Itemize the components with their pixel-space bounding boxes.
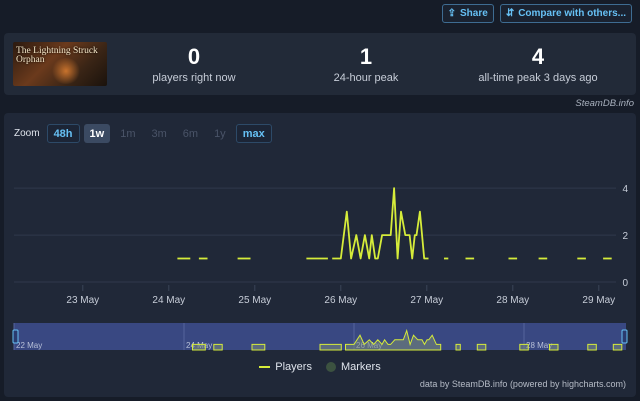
- share-button[interactable]: ⇪ Share: [441, 4, 494, 23]
- x-tick-label: 24 May: [152, 295, 185, 306]
- share-label: Share: [460, 8, 488, 19]
- navigator-series-area: [192, 343, 206, 351]
- stat-value: 0: [187, 44, 201, 69]
- zoom-1w-button[interactable]: 1w: [83, 124, 111, 143]
- stat-all-time-peak: 4 all-time peak 3 days ago: [463, 44, 613, 85]
- navigator-series-area: [455, 343, 461, 351]
- legend-markers-label: Markers: [340, 361, 381, 373]
- x-tick-label: 27 May: [410, 295, 443, 306]
- compare-label: Compare with others...: [518, 8, 626, 19]
- navigator-handle-left[interactable]: [12, 329, 19, 344]
- stats-panel: The Lightning Struck Orphan 0 players ri…: [4, 33, 636, 95]
- x-tick-label: 28 May: [496, 295, 529, 306]
- markers-swatch: [325, 362, 336, 372]
- y-tick-label: 4: [622, 184, 628, 195]
- y-tick-label: 2: [622, 231, 628, 242]
- stat-value: 1: [359, 44, 373, 69]
- stat-24h-peak: 1 24-hour peak: [291, 44, 441, 85]
- stat-players-now: 0 players right now: [119, 44, 269, 85]
- chart-legend: Players Markers: [4, 361, 636, 373]
- share-icon: ⇪: [447, 8, 457, 19]
- steamdb-credit: SteamDB.info: [575, 98, 634, 109]
- navigator-tick-label: 22 May: [16, 341, 42, 350]
- thumbnail-glow: [51, 58, 81, 84]
- legend-players-label: Players: [275, 361, 312, 373]
- legend-item-players[interactable]: Players: [259, 361, 312, 373]
- stat-label: all-time peak 3 days ago: [478, 72, 598, 84]
- navigator-series-area: [251, 343, 266, 351]
- x-tick-label: 23 May: [66, 295, 99, 306]
- zoom-1m-button: 1m: [120, 127, 136, 140]
- y-tick-label: 0: [622, 278, 628, 289]
- x-tick-label: 26 May: [324, 295, 357, 306]
- legend-item-markers[interactable]: Markers: [325, 361, 381, 373]
- zoom-3m-button: 3m: [151, 127, 167, 140]
- zoom-48h-button[interactable]: 48h: [46, 124, 80, 143]
- navigator-series-area: [476, 343, 487, 351]
- zoom-max-button[interactable]: max: [235, 124, 272, 143]
- navigator-series-area: [319, 343, 342, 351]
- zoom-controls: Zoom 48h 1w 1m 3m 6m 1y max: [14, 124, 272, 143]
- x-tick-label: 29 May: [582, 295, 615, 306]
- chart-footer: data by SteamDB.info (powered by highcha…: [419, 379, 626, 389]
- players-series-line: [332, 187, 429, 260]
- game-thumbnail[interactable]: The Lightning Struck Orphan: [13, 42, 107, 86]
- navigator-series-area: [519, 343, 529, 351]
- compare-icon: ⇵: [505, 8, 515, 19]
- navigator-series-area: [587, 343, 597, 351]
- navigator-handle-right[interactable]: [621, 329, 628, 344]
- player-chart[interactable]: 0 2 4 23 May 24 May 25 May 26 May 27 May 28 May 2…: [4, 113, 636, 397]
- top-toolbar: ⇪ Share ⇵ Compare with others...: [441, 4, 632, 23]
- players-swatch: [259, 366, 271, 368]
- navigator-series-area: [612, 343, 623, 351]
- zoom-label: Zoom: [14, 128, 40, 139]
- thumbnail-title: The Lightning Struck Orphan: [16, 46, 98, 65]
- navigator-series-area: [345, 328, 442, 351]
- navigator-tick-label: 28 May: [526, 341, 552, 350]
- zoom-1y-button: 1y: [214, 127, 226, 140]
- compare-button[interactable]: ⇵ Compare with others...: [499, 4, 632, 23]
- navigator-series-area: [549, 343, 559, 351]
- stat-value: 4: [531, 44, 545, 69]
- chart-container: Zoom 48h 1w 1m 3m 6m 1y max 0 2 4 23 May 24 …: [4, 113, 636, 397]
- stat-label: players right now: [152, 72, 236, 84]
- stat-label: 24-hour peak: [333, 72, 399, 84]
- navigator-series-area: [213, 343, 223, 351]
- x-tick-label: 25 May: [238, 295, 271, 306]
- zoom-6m-button: 6m: [182, 127, 199, 140]
